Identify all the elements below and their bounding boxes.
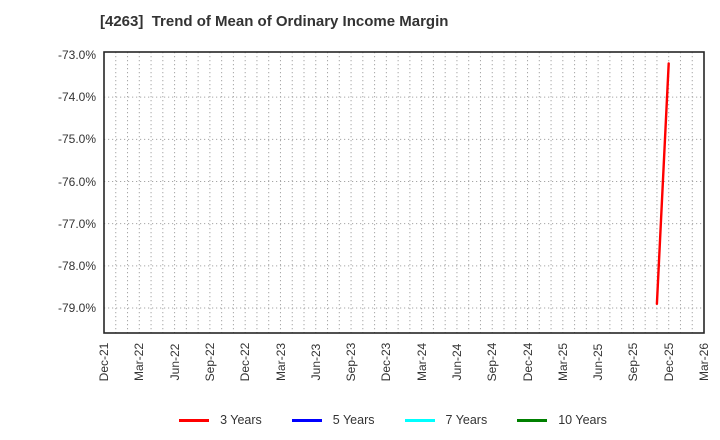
legend-item: 7 Years <box>404 413 488 427</box>
x-tick-label: Dec-24 <box>520 342 535 382</box>
x-tick-label: Dec-23 <box>379 342 394 382</box>
legend-line-swatch <box>179 418 210 422</box>
plot-border <box>103 51 705 334</box>
x-tick-label: Dec-25 <box>661 342 676 382</box>
x-tick-label: Jun-23 <box>308 343 323 381</box>
y-tick-label: -74.0% <box>57 90 96 105</box>
x-tick-label: Mar-23 <box>273 342 288 382</box>
x-tick-label: Sep-25 <box>626 342 641 382</box>
x-tick-label: Dec-22 <box>238 342 253 382</box>
legend-line-swatch <box>291 418 322 422</box>
y-tick-label: -79.0% <box>57 301 96 315</box>
y-tick-label: -78.0% <box>57 258 96 273</box>
x-tick-label: Sep-22 <box>202 342 217 382</box>
y-tick-label: -76.0% <box>57 174 96 189</box>
legend-line-swatch <box>404 418 435 422</box>
x-tick-label: Mar-26 <box>697 342 711 382</box>
x-tick-label: Sep-24 <box>485 342 500 382</box>
legend-line-swatch <box>517 418 548 422</box>
legend-item: 3 Years <box>179 413 262 427</box>
x-tick-label: Jun-25 <box>591 343 606 381</box>
legend-label: 5 Years <box>332 413 375 427</box>
legend-label: 10 Years <box>558 413 607 427</box>
series-line-3-years <box>655 62 670 305</box>
x-tick-label: Mar-24 <box>414 342 429 382</box>
y-tick-label: -75.0% <box>57 132 96 147</box>
legend-label: 7 Years <box>445 413 488 427</box>
legend: 3 Years 5 Years 7 Years 10 Years <box>0 407 720 433</box>
legend-item: 10 Years <box>517 413 607 427</box>
y-tick-label: -77.0% <box>57 216 96 231</box>
x-tick-label: Mar-22 <box>132 342 147 382</box>
chart-title: [4263] Trend of Mean of Ordinary Income … <box>100 13 449 30</box>
x-tick-label: Sep-23 <box>344 342 359 382</box>
x-tick-label: Jun-22 <box>167 343 182 381</box>
legend-label: 3 Years <box>220 413 262 427</box>
x-tick-label: Jun-24 <box>449 343 464 381</box>
y-tick-label: -73.0% <box>57 48 96 62</box>
x-tick-label: Mar-25 <box>555 342 570 382</box>
x-tick-label: Dec-21 <box>97 342 111 382</box>
legend-item: 5 Years <box>291 413 375 427</box>
